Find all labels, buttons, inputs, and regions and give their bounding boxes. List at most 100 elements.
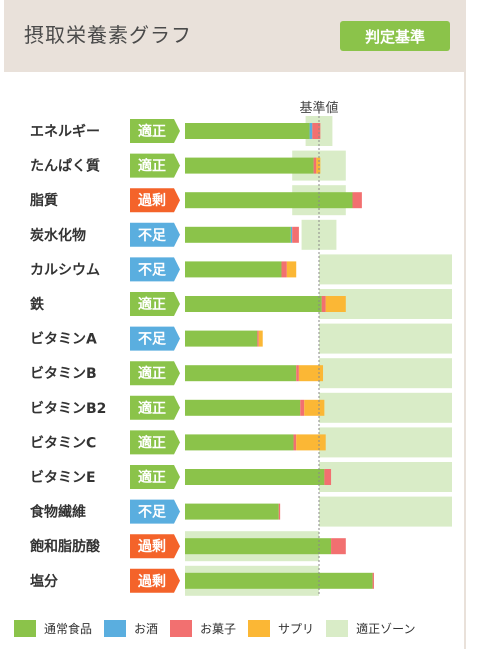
status-badge bbox=[130, 568, 180, 593]
nutrient-label: たんぱく質 bbox=[30, 158, 100, 175]
status-badge-label: 適正 bbox=[138, 469, 166, 486]
status-badge-label: 適正 bbox=[138, 296, 166, 313]
nutrient-label: カルシウム bbox=[30, 262, 100, 278]
status-badge-label: 不足 bbox=[138, 505, 167, 521]
status-badge-label: 適正 bbox=[138, 123, 166, 140]
bar-segment bbox=[185, 192, 353, 209]
legend-swatch-food bbox=[14, 619, 36, 637]
bar-segment bbox=[296, 434, 326, 451]
status-badge bbox=[130, 326, 180, 351]
bar-segment bbox=[185, 330, 258, 347]
legend-label: お酒 bbox=[134, 621, 159, 636]
zone-band bbox=[319, 358, 452, 389]
bar-segment bbox=[185, 123, 310, 139]
status-badge bbox=[130, 153, 180, 178]
nutrient-label: エネルギー bbox=[30, 123, 100, 140]
bar-segment bbox=[185, 572, 373, 589]
status-badge-label: 過剰 bbox=[137, 192, 166, 209]
bar-segment bbox=[312, 123, 321, 139]
bar-segment bbox=[185, 157, 314, 174]
bar-segment bbox=[352, 192, 362, 209]
bar-segment bbox=[300, 399, 305, 416]
status-badge bbox=[130, 534, 180, 559]
standard-criteria-button[interactable]: 判定基準 bbox=[340, 21, 450, 51]
status-badge bbox=[130, 395, 180, 420]
bar-segment bbox=[281, 261, 287, 278]
zone-band bbox=[319, 254, 452, 285]
nutrient-label: ビタミンB bbox=[30, 366, 97, 382]
bar-segment bbox=[293, 434, 297, 451]
bar-segment bbox=[185, 399, 301, 416]
zone-band bbox=[319, 392, 452, 423]
nutrient-label: ビタミンE bbox=[30, 470, 96, 486]
status-badge-label: 不足 bbox=[138, 332, 167, 348]
bar-segment bbox=[304, 399, 325, 416]
nutrient-label: ビタミンB2 bbox=[30, 401, 106, 417]
bar-segment bbox=[325, 296, 346, 312]
nutrient-label: ビタミンC bbox=[30, 435, 96, 451]
status-badge-label: 適正 bbox=[138, 434, 166, 451]
intake-nutrient-card: 摂取栄養素グラフ 判定基準 基準値 エネルギー 適正 たんぱく質 適正 脂質 過剰 炭水化物不… bbox=[4, 0, 466, 649]
bar-segment bbox=[185, 365, 297, 382]
legend-label: 適正ゾーン bbox=[356, 621, 416, 636]
bar-segment bbox=[278, 503, 281, 520]
bar-segment bbox=[286, 261, 297, 278]
bar-segment bbox=[290, 226, 293, 243]
bar-segment bbox=[257, 330, 259, 347]
page-title: 摂取栄養素グラフ bbox=[24, 23, 192, 47]
reference-label: 基準値 bbox=[299, 100, 338, 116]
bar-segment bbox=[185, 261, 282, 278]
bar-segment bbox=[309, 123, 313, 139]
bar-segment bbox=[185, 538, 332, 555]
zone-band bbox=[319, 462, 452, 492]
bar-segment bbox=[321, 296, 326, 312]
legend-swatch-sweets bbox=[170, 619, 193, 637]
bar-segment bbox=[298, 365, 324, 382]
status-badge-label: 適正 bbox=[138, 365, 166, 382]
legend-item: サプリ bbox=[248, 619, 315, 637]
bar-segment bbox=[185, 469, 325, 485]
status-badge bbox=[130, 188, 180, 213]
status-badge bbox=[130, 257, 180, 282]
status-badge-label: 不足 bbox=[138, 262, 167, 278]
legend-item: 通常食品 bbox=[14, 619, 93, 637]
zone-band bbox=[319, 323, 452, 354]
card-header: 摂取栄養素グラフ 判定基準 bbox=[4, 0, 466, 72]
bar-segment bbox=[292, 226, 299, 243]
nutrient-label: 塩分 bbox=[30, 573, 58, 590]
status-badge bbox=[130, 499, 180, 524]
bar-segment bbox=[324, 469, 332, 485]
legend-item: お酒 bbox=[104, 619, 159, 637]
nutrient-label: 脂質 bbox=[29, 192, 58, 209]
bar-segment bbox=[185, 434, 294, 451]
nutrient-label: 飽和脂肪酸 bbox=[29, 538, 101, 555]
bar-segment bbox=[296, 365, 299, 382]
legend-item: 適正ゾーン bbox=[326, 619, 416, 637]
nutrient-label: ビタミンA bbox=[30, 332, 97, 348]
status-badge-label: 適正 bbox=[138, 400, 166, 417]
bar-segment bbox=[331, 538, 346, 555]
nutrient-label: 炭水化物 bbox=[30, 227, 86, 244]
status-badge bbox=[130, 361, 180, 386]
status-badge-label: 過剰 bbox=[137, 538, 166, 555]
legend-label: お菓子 bbox=[200, 621, 237, 636]
status-badge-label: 適正 bbox=[138, 158, 166, 175]
bar-segment bbox=[258, 330, 263, 347]
bar-segment bbox=[185, 296, 322, 312]
legend-label: サプリ bbox=[278, 621, 315, 636]
zone-band bbox=[319, 496, 452, 527]
legend-swatch-alcohol bbox=[104, 619, 127, 637]
legend-swatch-zone bbox=[326, 619, 349, 637]
status-badge bbox=[130, 222, 180, 247]
status-badge bbox=[130, 119, 180, 143]
bar-segment bbox=[185, 226, 291, 243]
bar-segment bbox=[185, 503, 279, 520]
status-badge bbox=[130, 430, 180, 455]
bar-segment bbox=[313, 157, 317, 174]
nutrient-label: 食物繊維 bbox=[30, 504, 86, 521]
status-badge-label: 過剰 bbox=[137, 573, 166, 590]
status-badge-label: 不足 bbox=[138, 228, 167, 244]
bar-segment bbox=[372, 572, 374, 589]
legend-label: 通常食品 bbox=[44, 621, 93, 636]
